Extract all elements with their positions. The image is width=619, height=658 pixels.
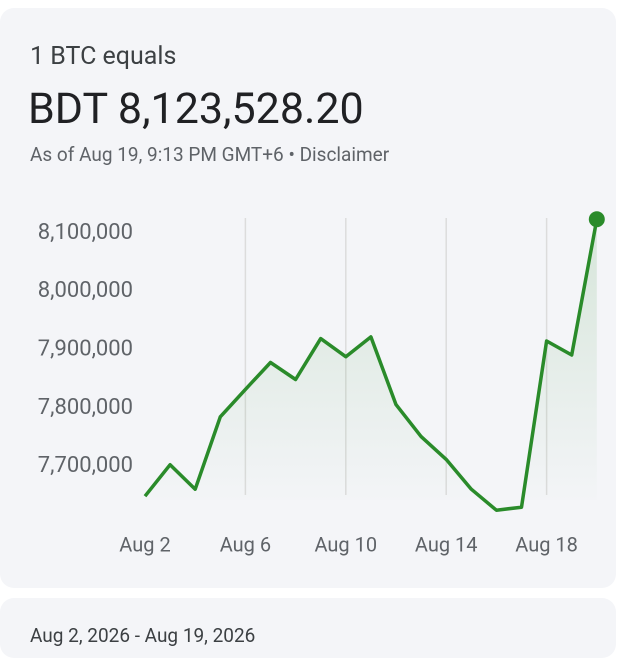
x-tick-label: Aug 14 [415,532,478,556]
disclaimer-link[interactable]: Disclaimer [299,143,390,166]
y-tick-label: 7,900,000 [38,337,133,362]
chart: Aug 2 Aug 6 Aug 10 Aug 14 Aug 18 7,700,000 7,8… [38,211,605,556]
x-tick-label: Aug 18 [515,532,578,556]
area [145,219,597,511]
date-range[interactable]: Aug 2, 2026 - Aug 19, 2026 [30,624,256,647]
x-tick-label: Aug 2 [119,532,170,556]
y-tick-label: 8,000,000 [38,278,133,303]
line [143,218,599,512]
x-tick-label: Aug 6 [220,532,271,556]
x-tick-label: Aug 10 [314,532,377,556]
y-tick-label: 8,100,000 [38,220,133,245]
as-of: As of Aug 19, 9:13 PM GMT+6 • Disclaimer [30,143,389,166]
as-of-text: As of Aug 19, 9:13 PM GMT+6 [30,143,284,166]
separator: • [288,143,295,166]
current-point [588,211,605,228]
y-tick-label: 7,800,000 [38,395,133,420]
y-tick-label: 7,700,000 [38,453,133,478]
price: BDT 8,123,528.20 [28,84,364,134]
title: 1 BTC equals [30,42,177,71]
